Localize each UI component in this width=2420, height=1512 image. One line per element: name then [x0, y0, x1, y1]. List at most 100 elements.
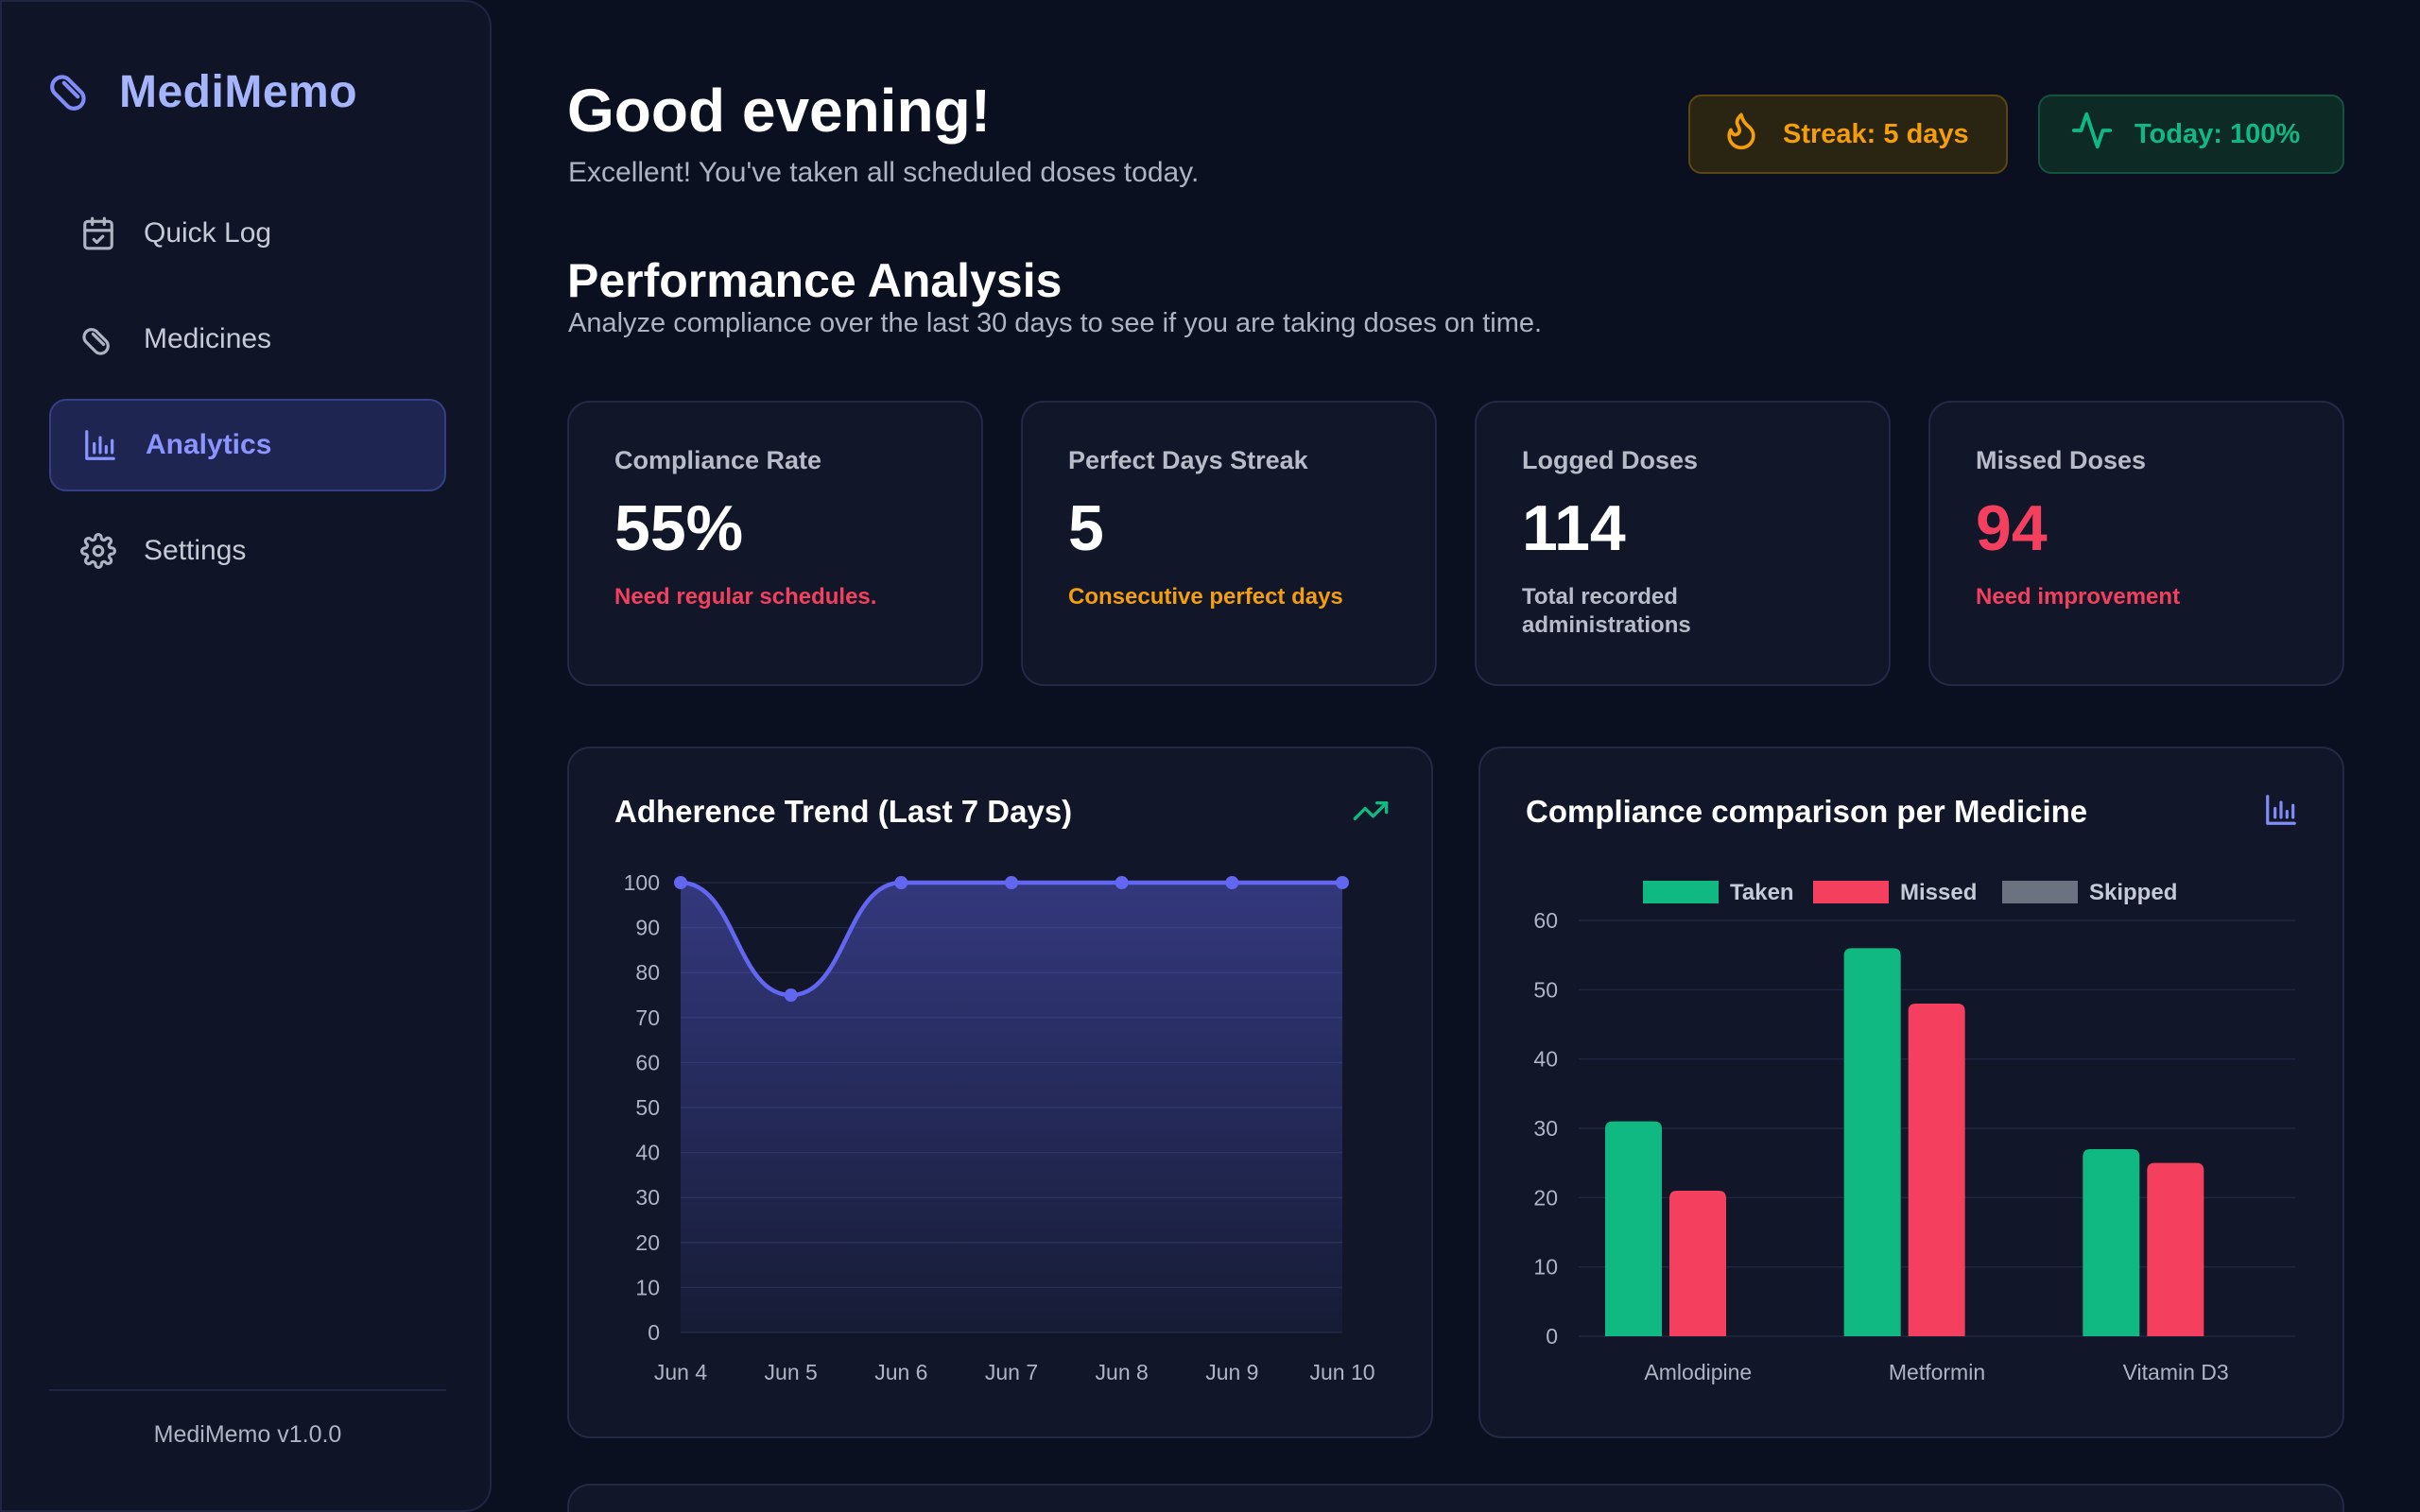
data-point: [674, 876, 687, 889]
section-subtitle: Analyze compliance over the last 30 days…: [568, 308, 1543, 338]
y-tick-label: 100: [624, 870, 660, 895]
data-point: [1336, 876, 1349, 889]
x-tick-label: Jun 5: [765, 1360, 818, 1384]
stat-value: 55%: [614, 492, 744, 564]
bar-taken: [1843, 948, 1901, 1336]
chart-title: Compliance comparison per Medicine: [1526, 794, 2088, 829]
data-point: [784, 988, 798, 1002]
stat-label: Perfect Days Streak: [1068, 446, 1308, 474]
legend-swatch: [1643, 881, 1719, 903]
y-tick-label: 40: [1533, 1047, 1558, 1072]
bar-missed: [2147, 1162, 2204, 1336]
x-tick-label: Jun 4: [654, 1360, 707, 1384]
sidebar-item-medicines[interactable]: Medicines: [49, 293, 446, 386]
y-tick-label: 90: [635, 916, 660, 940]
stat-value: 5: [1068, 492, 1104, 564]
y-tick-label: 60: [1533, 908, 1558, 933]
section-title: Performance Analysis: [567, 254, 1063, 307]
gear-icon: [79, 532, 117, 570]
adherence-trend-chart: 0 10 20 30 40 50 60 70 80 90 100 Jun 4 Jun 5 Jun 6 Jun…: [624, 870, 1375, 1384]
sidebar-item-label: Settings: [144, 535, 247, 566]
data-point: [1115, 876, 1129, 889]
y-tick-label: 20: [635, 1230, 660, 1255]
bar-chart-icon: [81, 426, 119, 464]
legend-label: Skipped: [2089, 880, 2177, 905]
trending-up-icon[interactable]: [1352, 792, 1390, 830]
y-tick-label: 0: [1546, 1324, 1558, 1349]
y-tick-label: 10: [635, 1275, 660, 1299]
streak-badge: Streak: 5 days: [1688, 94, 2008, 174]
sidebar-item-analytics[interactable]: Analytics: [49, 399, 446, 491]
divider: [49, 1389, 446, 1391]
compliance-comparison-card: Compliance comparison per Medicine 0 10 20…: [1478, 747, 2344, 1438]
x-tick-label: Jun 7: [985, 1360, 1038, 1384]
stat-card-perfect-days: Perfect Days Streak 5 Consecutive perfec…: [1021, 401, 1437, 686]
legend-swatch: [1813, 881, 1889, 903]
brand[interactable]: MediMemo: [47, 66, 357, 118]
y-tick-label: 30: [635, 1185, 660, 1210]
legend-swatch: [2002, 881, 2078, 903]
bar-missed: [1669, 1191, 1726, 1336]
sidebar-item-label: Analytics: [146, 429, 272, 460]
sidebar-item-label: Medicines: [144, 323, 272, 354]
pill-icon: [47, 66, 95, 118]
x-tick-label: Jun 9: [1205, 1360, 1258, 1384]
y-tick-label: 50: [635, 1095, 660, 1120]
calendar-check-icon: [79, 215, 117, 252]
stat-label: Missed Doses: [1976, 446, 2147, 474]
x-tick-label: Metformin: [1889, 1360, 1985, 1384]
page-subtitle: Excellent! You've taken all scheduled do…: [568, 157, 1200, 188]
x-tick-label: Amlodipine: [1644, 1360, 1752, 1384]
bottom-card: [567, 1484, 2344, 1512]
stat-note: Need regular schedules.: [614, 584, 877, 610]
trend-line: [680, 880, 1342, 998]
y-tick-label: 40: [635, 1141, 660, 1165]
app-version: MediMemo v1.0.0: [153, 1421, 342, 1448]
stat-note: Consecutive perfect days: [1068, 584, 1343, 610]
sidebar-item-quick-log[interactable]: Quick Log: [49, 187, 446, 280]
activity-icon: [2070, 109, 2114, 160]
stat-label: Compliance Rate: [614, 446, 822, 474]
stat-card-logged-doses: Logged Doses 114 Total recorded administ…: [1475, 401, 1891, 686]
bar-taken: [1605, 1121, 1662, 1336]
sidebar-item-label: Quick Log: [144, 217, 272, 249]
trend-area: [681, 883, 1342, 1332]
bar-missed: [1908, 1004, 1965, 1336]
y-tick-label: 20: [1533, 1185, 1558, 1210]
today-label: Today: 100%: [2135, 118, 2301, 149]
data-point: [1005, 876, 1018, 889]
sidebar-item-settings[interactable]: Settings: [49, 505, 446, 597]
chart-title: Adherence Trend (Last 7 Days): [614, 794, 1073, 829]
compliance-bar-chart: 0 10 20 30 40 50 60 Taken Missed Skipped Amlodipin…: [1533, 880, 2295, 1384]
legend-label: Missed: [1900, 880, 1977, 905]
x-tick-label: Jun 6: [874, 1360, 927, 1384]
x-tick-label: Jun 8: [1096, 1360, 1149, 1384]
stat-note: Total recorded administrations: [1522, 584, 1691, 638]
today-badge: Today: 100%: [2038, 94, 2344, 174]
y-tick-label: 70: [635, 1005, 660, 1030]
stat-label: Logged Doses: [1522, 446, 1699, 474]
x-tick-label: Jun 10: [1309, 1360, 1374, 1384]
y-tick-label: 10: [1533, 1255, 1558, 1280]
flame-icon: [1720, 110, 1762, 159]
y-tick-label: 30: [1533, 1116, 1558, 1141]
sidebar: MediMemo Quick Log Medicines: [0, 0, 492, 1512]
pill-icon: [79, 320, 117, 358]
data-point: [894, 876, 908, 889]
stat-value: 114: [1522, 492, 1626, 564]
y-tick-label: 80: [635, 960, 660, 985]
x-tick-label: Vitamin D3: [2123, 1360, 2229, 1384]
data-point: [1225, 876, 1239, 889]
y-tick-label: 0: [648, 1320, 660, 1345]
stat-note: Need improvement: [1976, 584, 2181, 610]
brand-name: MediMemo: [119, 67, 358, 117]
legend-label: Taken: [1730, 880, 1794, 905]
page-title: Good evening!: [567, 77, 991, 145]
y-tick-label: 60: [635, 1050, 660, 1074]
adherence-trend-card: Adherence Trend (Last 7 Days) 0 10 20 30 40 5…: [567, 747, 1433, 1438]
stat-card-compliance-rate: Compliance Rate 55% Need regular schedul…: [567, 401, 983, 686]
bar-chart-icon[interactable]: [2263, 792, 2301, 830]
stat-value: 94: [1976, 492, 2048, 564]
bar-taken: [2083, 1149, 2140, 1336]
y-tick-label: 50: [1533, 977, 1558, 1002]
